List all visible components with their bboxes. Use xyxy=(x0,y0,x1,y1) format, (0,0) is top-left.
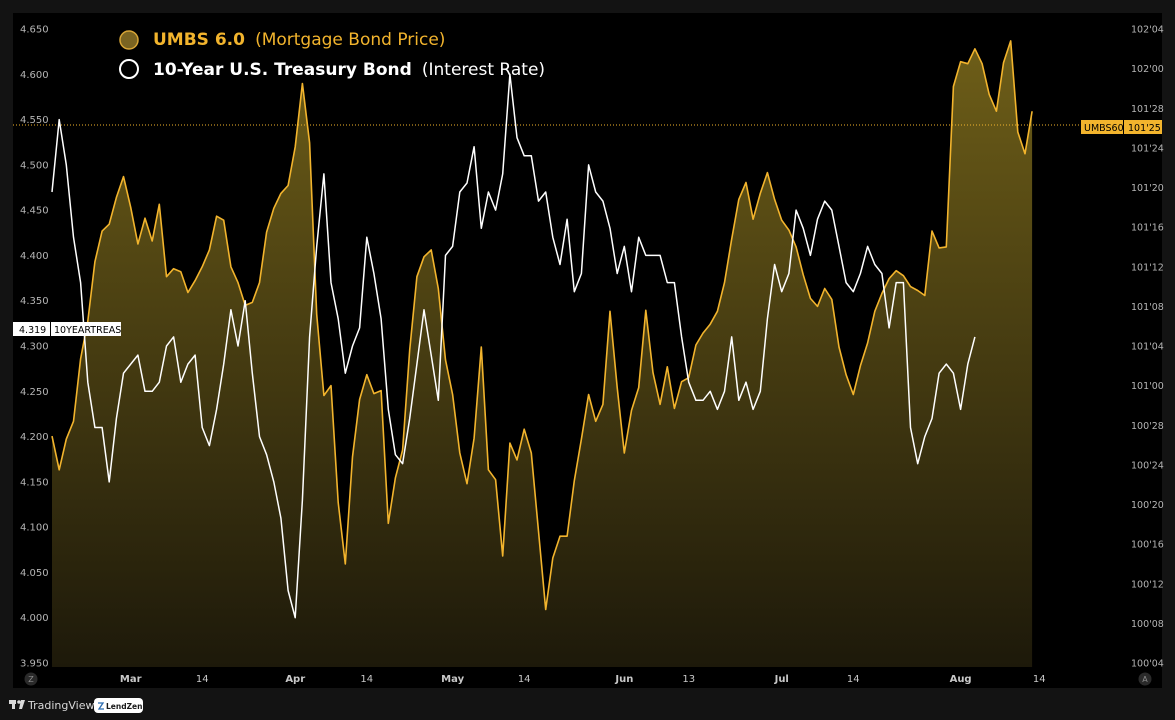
right-axis-tick-label: 100'04 xyxy=(1131,659,1164,670)
lendzen-badge-bg xyxy=(94,698,143,713)
left-axis-tick-label: 4.400 xyxy=(20,251,49,262)
right-axis-tick-label: 101'16 xyxy=(1131,223,1164,234)
right-axis-tick-label: 101'00 xyxy=(1131,381,1164,392)
left-axis-tick-label: 4.550 xyxy=(20,115,49,126)
left-axis-badge[interactable]: Z xyxy=(24,672,38,686)
left-axis-tick-label: 4.500 xyxy=(20,160,49,171)
right-axis-tick-label: 101'04 xyxy=(1131,342,1164,353)
right-axis-tick-label: 100'16 xyxy=(1131,540,1164,551)
tradingview-label: TradingView xyxy=(27,699,94,712)
lendzen-icon xyxy=(97,702,105,710)
x-axis-tick-label: Aug xyxy=(950,674,972,685)
left-axis-tick-label: 4.100 xyxy=(20,523,49,534)
left-axis-tick-label: 4.150 xyxy=(20,477,49,488)
treasury-price-tag[interactable]: 4.319 10YEARTREAS xyxy=(13,322,121,336)
tradingview-logo[interactable]: TradingView xyxy=(9,699,94,712)
treasury-value-box xyxy=(13,322,50,336)
tradingview-icon xyxy=(9,700,25,709)
treasury-data-points xyxy=(51,74,975,618)
left-axis-tick-label: 3.950 xyxy=(20,659,49,670)
x-axis-tick-label: 14 xyxy=(518,674,531,685)
treasury-symbol-label: 10YEARTREAS xyxy=(54,325,121,336)
left-axis-tick-label: 4.650 xyxy=(20,25,49,36)
lendzen-label: LendZen xyxy=(106,702,142,711)
time-axis[interactable]: Mar 14 Apr 14 May 14 Jun 13 Jul 14 Aug 14 xyxy=(120,674,1046,685)
right-axis-tick-label: 100'12 xyxy=(1131,579,1164,590)
legend: UMBS 6.0 (Mortgage Bond Price) 10-Year U… xyxy=(119,30,545,80)
umbs-value-label: 101'25 xyxy=(1128,123,1161,134)
treasury-series-line[interactable] xyxy=(51,73,976,619)
right-axis-tick-label: 100'24 xyxy=(1131,460,1164,471)
right-axis-tick-label: 101'08 xyxy=(1131,302,1164,313)
x-axis-tick-label: Jul xyxy=(774,674,789,685)
right-axis-tick-label: 101'24 xyxy=(1131,143,1164,154)
x-axis-tick-label: 13 xyxy=(682,674,695,685)
umbs-symbol-label: UMBS60 xyxy=(1084,123,1124,134)
x-axis-tick-label: Apr xyxy=(285,674,305,685)
treasury-legend-desc: (Interest Rate) xyxy=(422,60,545,80)
right-axis-tick-label: 101'12 xyxy=(1131,262,1164,273)
left-axis-tick-label: 4.450 xyxy=(20,206,49,217)
right-axis-tick-label: 102'00 xyxy=(1131,64,1164,75)
right-axis-tick-label: 101'28 xyxy=(1131,104,1164,115)
umbs-data-points xyxy=(51,40,1033,610)
treasury-legend-name: 10-Year U.S. Treasury Bond xyxy=(153,60,412,80)
umbs-legend-desc: (Mortgage Bond Price) xyxy=(255,30,445,50)
left-axis-badge-label: Z xyxy=(28,675,34,684)
right-price-axis[interactable]: 102'04 102'00 101'28 101'24 101'20 101'16 101'… xyxy=(1131,25,1164,670)
umbs-symbol-box xyxy=(1081,120,1123,134)
treasury-symbol-box xyxy=(51,322,121,336)
x-axis-tick-label: 14 xyxy=(1033,674,1046,685)
left-axis-tick-label: 4.050 xyxy=(20,568,49,579)
umbs-legend-swatch xyxy=(119,30,139,50)
umbs-price-tag[interactable]: UMBS60 101'25 xyxy=(1081,120,1162,134)
umbs-legend-text: UMBS 6.0 (Mortgage Bond Price) xyxy=(153,30,445,50)
left-axis-tick-label: 4.200 xyxy=(20,432,49,443)
left-axis-tick-label: 4.600 xyxy=(20,70,49,81)
left-axis-badge-circle xyxy=(24,672,38,686)
x-axis-tick-label: Jun xyxy=(614,674,633,685)
left-axis-tick-label: 4.000 xyxy=(20,613,49,624)
right-axis-tick-label: 100'08 xyxy=(1131,619,1164,630)
right-axis-badge[interactable]: A xyxy=(1138,672,1152,686)
x-axis-tick-label: 14 xyxy=(360,674,373,685)
left-axis-tick-label: 4.300 xyxy=(20,342,49,353)
treasury-legend-swatch xyxy=(119,59,139,79)
treasury-legend-text: 10-Year U.S. Treasury Bond (Interest Rat… xyxy=(153,60,545,80)
right-axis-badge-label: A xyxy=(1142,675,1148,684)
umbs-legend-name: UMBS 6.0 xyxy=(153,30,245,50)
x-axis-tick-label: Mar xyxy=(120,674,142,685)
left-price-axis[interactable]: 4.650 4.600 4.550 4.500 4.450 4.400 4.350 4.300… xyxy=(20,25,49,670)
treasury-value-label: 4.319 xyxy=(19,325,46,336)
x-axis-tick-label: 14 xyxy=(196,674,209,685)
left-axis-tick-label: 4.350 xyxy=(20,296,49,307)
x-axis-tick-label: May xyxy=(441,674,464,685)
right-axis-badge-circle xyxy=(1138,672,1152,686)
umbs-value-box xyxy=(1124,120,1162,134)
umbs-area-fill xyxy=(52,40,1033,667)
x-axis-tick-label: 14 xyxy=(847,674,860,685)
left-axis-tick-label: 4.250 xyxy=(20,387,49,398)
right-axis-tick-label: 100'20 xyxy=(1131,500,1164,511)
lendzen-badge[interactable]: LendZen xyxy=(94,698,143,713)
right-axis-tick-label: 101'20 xyxy=(1131,183,1164,194)
right-axis-tick-label: 100'28 xyxy=(1131,421,1164,432)
right-axis-tick-label: 102'04 xyxy=(1131,25,1164,36)
umbs-series-line[interactable] xyxy=(51,40,1033,611)
